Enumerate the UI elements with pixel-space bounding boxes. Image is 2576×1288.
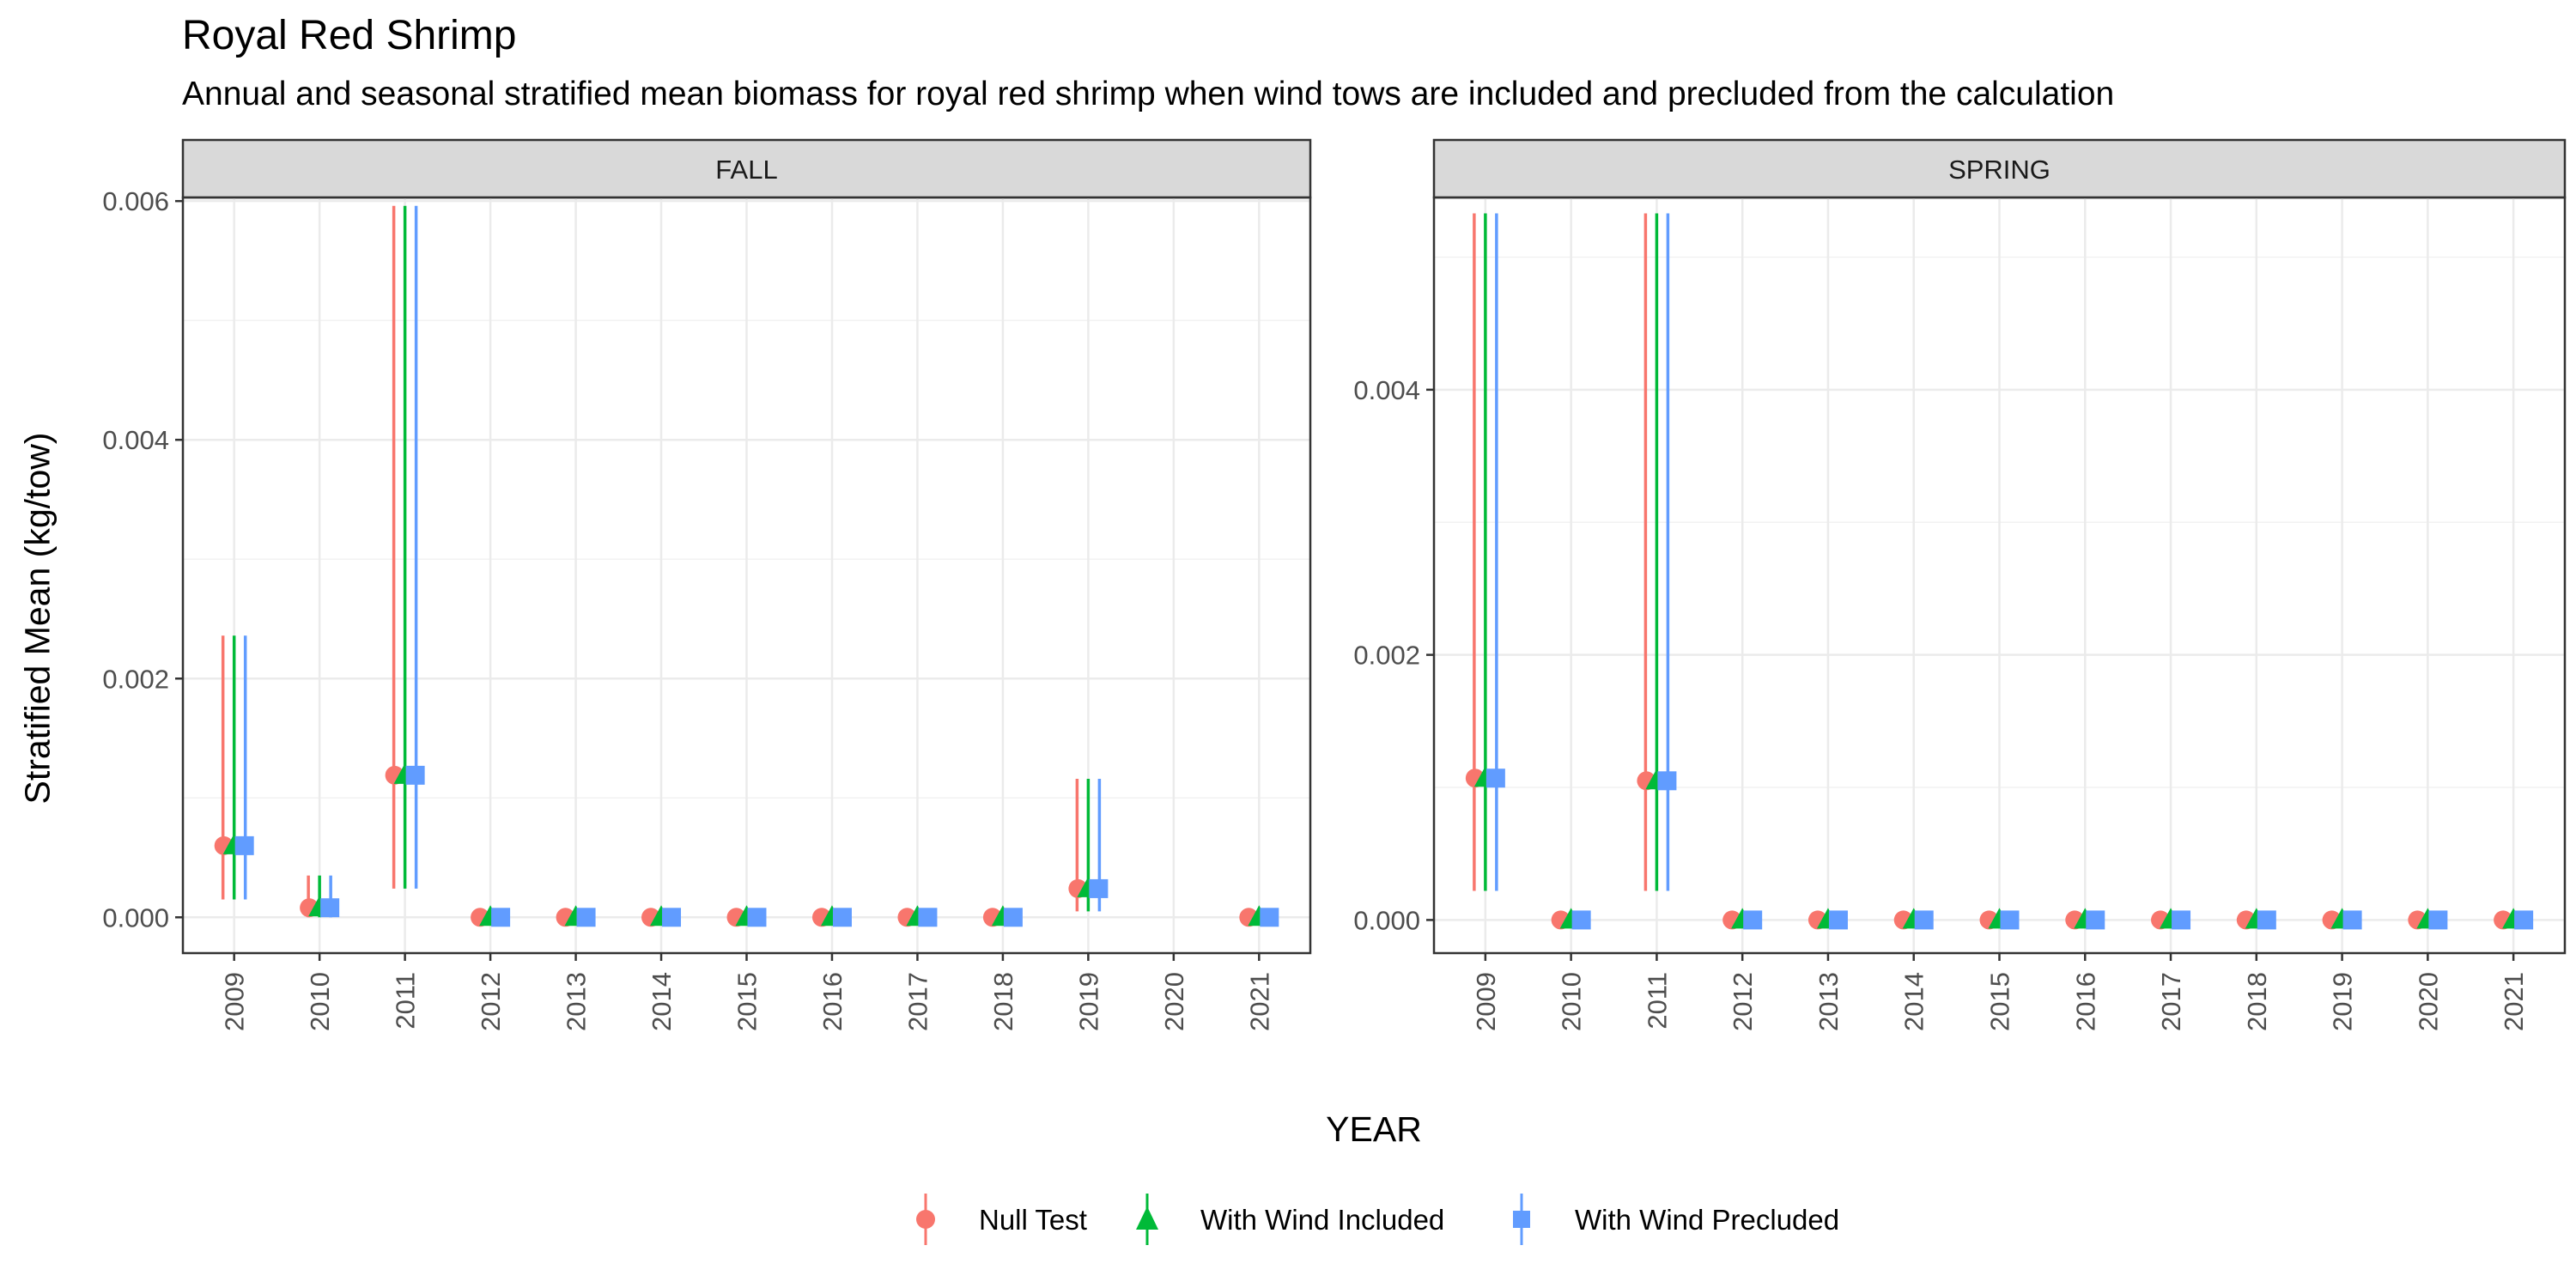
x-tick-label: 2016 <box>817 972 848 1031</box>
x-tick-label: 2015 <box>1985 972 2015 1031</box>
point-with-wind-precluded <box>2514 910 2534 930</box>
panel-border <box>181 196 1312 955</box>
x-tick-label: 2009 <box>220 972 250 1031</box>
x-tick-label: 2014 <box>1899 972 1929 1031</box>
x-tick-label: 2013 <box>562 972 592 1031</box>
x-tick-label: 2020 <box>1159 972 1189 1031</box>
x-tick-label: 2019 <box>2328 972 2358 1031</box>
point-with-wind-precluded <box>2086 910 2105 930</box>
facet-strip <box>181 138 1312 199</box>
point-with-wind-precluded <box>1485 769 1505 788</box>
point-with-wind-precluded <box>1003 908 1023 927</box>
point-with-wind-precluded <box>662 908 682 927</box>
legend-label: With Wind Included <box>1200 1204 1445 1236</box>
x-tick-label: 2010 <box>305 972 335 1031</box>
point-with-wind-precluded <box>2000 910 2020 930</box>
point-with-wind-precluded <box>1914 910 1934 930</box>
point-with-wind-precluded <box>1743 910 1763 930</box>
x-tick-label: 2021 <box>2499 972 2529 1031</box>
x-tick-label: 2021 <box>1244 972 1274 1031</box>
y-tick-label: 0.000 <box>102 902 169 933</box>
x-tick-label: 2020 <box>2413 972 2443 1031</box>
point-with-wind-precluded <box>2428 910 2448 930</box>
point-with-wind-precluded <box>747 908 767 927</box>
point-with-wind-precluded <box>405 765 425 785</box>
point-with-wind-precluded <box>576 908 596 927</box>
x-tick-label: 2018 <box>2242 972 2272 1031</box>
x-tick-label: 2017 <box>902 972 933 1031</box>
legend-label: With Wind Precluded <box>1575 1204 1840 1236</box>
chart-subtitle: Annual and seasonal stratified mean biom… <box>182 76 2115 112</box>
x-tick-label: 2011 <box>391 972 421 1030</box>
x-tick-label: 2009 <box>1471 972 1501 1031</box>
y-tick-label: 0.002 <box>102 664 169 694</box>
x-tick-label: 2014 <box>647 972 677 1031</box>
x-tick-label: 2012 <box>476 972 506 1031</box>
point-with-wind-precluded <box>832 908 852 927</box>
point-with-wind-precluded <box>1260 908 1279 927</box>
x-tick-label: 2017 <box>2156 972 2186 1031</box>
point-with-wind-precluded <box>918 908 938 927</box>
y-tick-label: 0.004 <box>102 425 169 455</box>
x-tick-label: 2015 <box>732 972 762 1031</box>
x-tick-label: 2013 <box>1814 972 1844 1031</box>
legend-key-circle-icon <box>916 1194 935 1245</box>
x-tick-label: 2019 <box>1073 972 1103 1031</box>
legend: Null Test With Wind Included With Wind P… <box>910 1194 1958 1245</box>
y-tick-label: 0.004 <box>1353 375 1420 405</box>
point-with-wind-precluded <box>2342 910 2362 930</box>
point-with-wind-precluded <box>2172 910 2191 930</box>
point-with-wind-precluded <box>1828 910 1848 930</box>
facet-strip-label: SPRING <box>1948 155 2050 185</box>
legend-label: Null Test <box>979 1204 1087 1236</box>
x-tick-label: 2011 <box>1642 972 1672 1030</box>
x-tick-label: 2010 <box>1557 972 1587 1031</box>
point-with-wind-precluded <box>1571 910 1591 930</box>
facet-strip <box>1432 138 2567 199</box>
x-axis-label: YEAR <box>1326 1109 1422 1149</box>
point-with-wind-precluded <box>234 835 254 855</box>
legend-key-triangle-icon <box>1136 1194 1158 1245</box>
point-with-wind-precluded <box>320 898 340 918</box>
y-tick-label: 0.002 <box>1353 641 1420 671</box>
y-tick-label: 0.006 <box>102 186 169 216</box>
y-tick-label: 0.000 <box>1353 905 1420 935</box>
legend-key-square-icon <box>1513 1194 1530 1245</box>
point-with-wind-precluded <box>1657 771 1677 791</box>
facet-strip-label: FALL <box>715 155 777 185</box>
x-tick-label: 2016 <box>2070 972 2100 1031</box>
point-with-wind-precluded <box>491 908 511 927</box>
panel-border <box>1432 196 2567 955</box>
point-with-wind-precluded <box>2257 910 2276 930</box>
x-tick-label: 2012 <box>1728 972 1758 1031</box>
point-with-wind-precluded <box>1089 878 1109 898</box>
x-tick-label: 2018 <box>988 972 1018 1031</box>
chart-title: Royal Red Shrimp <box>182 13 517 58</box>
